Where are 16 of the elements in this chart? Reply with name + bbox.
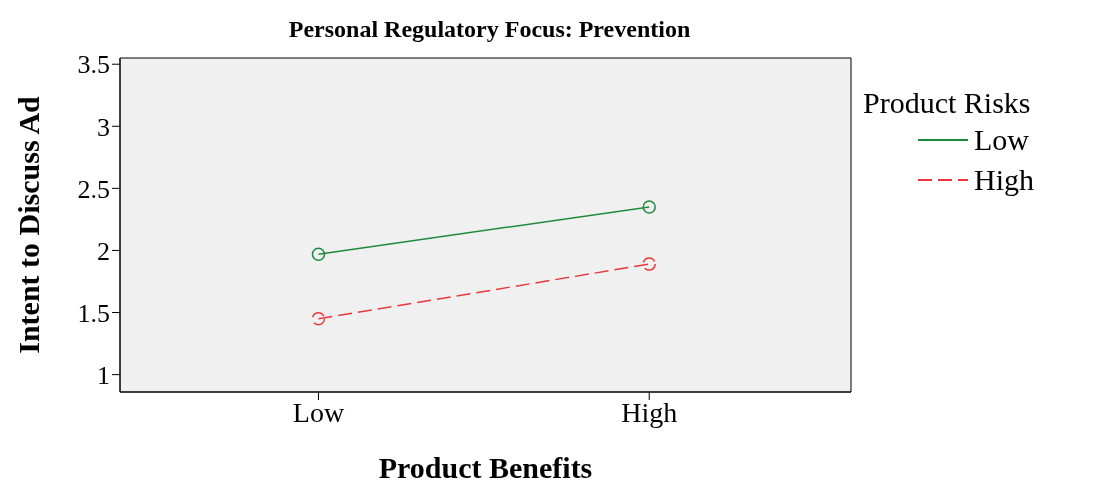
- x-axis-title: Product Benefits: [378, 451, 593, 484]
- y-tick-label: 2.5: [77, 174, 110, 204]
- chart-title: Personal Regulatory Focus: Prevention: [287, 16, 692, 43]
- y-axis-title: Intent to Discuss Ad: [11, 95, 45, 354]
- y-tick-label: 2: [97, 236, 110, 266]
- legend-title: Product Risks: [863, 86, 1032, 120]
- y-tick-label: 3: [97, 112, 110, 142]
- point: [311, 311, 326, 326]
- y-tick-label: 1.5: [77, 298, 110, 328]
- legend-label: Low: [974, 123, 1029, 157]
- legend-label: High: [974, 163, 1034, 197]
- y-tick-label: 3.5: [77, 50, 110, 80]
- point: [642, 200, 656, 214]
- y-tick-label: 1: [97, 360, 110, 390]
- point: [642, 257, 656, 271]
- point: [311, 247, 326, 261]
